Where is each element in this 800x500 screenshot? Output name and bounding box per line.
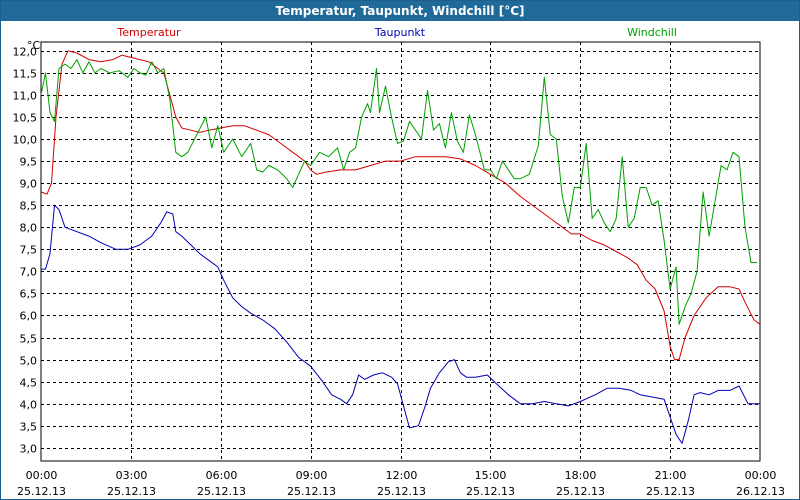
x-tick-date-label: 25.12.13 [197, 485, 246, 498]
series-lines [40, 50, 761, 444]
series-line-temperatur [40, 50, 761, 361]
x-tick-time-label: 03:00 [116, 469, 148, 482]
chart-title: Temperatur, Taupunkt, Windchill [°C] [1, 1, 799, 21]
y-tick-label: 9,0 [20, 178, 38, 191]
plot-area-frame [40, 41, 761, 462]
y-tick-label: 6,0 [20, 310, 38, 323]
y-tick-label: 3,5 [20, 421, 38, 434]
legend-label-temperatur: Temperatur [116, 26, 181, 39]
legend-label-taupunkt: Taupunkt [374, 26, 426, 39]
y-tick-label: 6,5 [20, 288, 38, 301]
y-tick-label: 7,5 [20, 244, 38, 257]
y-tick-label: 7,0 [20, 266, 38, 279]
x-tick-time-label: 12:00 [386, 469, 418, 482]
x-tick-date-label: 25.12.13 [466, 485, 515, 498]
y-tick-label: 5,5 [20, 333, 38, 346]
legend: Temperatur Taupunkt Windchill [116, 26, 677, 39]
x-tick-time-label: 00:00 [26, 469, 58, 482]
y-tick-label: 8,5 [20, 200, 38, 213]
series-line-windchill [40, 59, 757, 325]
y-tick-label: 4,5 [20, 377, 38, 390]
x-tick-date-label: 25.12.13 [646, 485, 695, 498]
x-tick-date-label: 25.12.13 [17, 485, 66, 498]
y-tick-label: 8,0 [20, 222, 38, 235]
x-tick-date-label: 25.12.13 [107, 485, 156, 498]
x-tick-time-label: 15:00 [475, 469, 507, 482]
x-tick-time-label: 06:00 [206, 469, 238, 482]
y-tick-label: 5,0 [20, 355, 38, 368]
grid-lines [41, 42, 760, 461]
x-tick-time-label: 18:00 [565, 469, 597, 482]
x-tick-date-label: 26.12.13 [736, 485, 785, 498]
y-tick-label: 9,5 [20, 156, 38, 169]
y-axis-unit-label: °C [27, 39, 41, 52]
y-tick-label: 11,0 [13, 90, 38, 103]
y-tick-label: 3,0 [20, 443, 38, 456]
legend-label-windchill: Windchill [627, 26, 677, 39]
y-tick-label: 10,5 [13, 112, 38, 125]
axis-labels: °C 3,0 3,5 4,0 4,5 5,0 5,5 6,0 6,5 7,0 7,5 8,0 8,5 9… [13, 39, 785, 498]
x-tick-date-label: 25.12.13 [377, 485, 426, 498]
x-tick-date-label: 25.12.13 [287, 485, 336, 498]
y-tick-label: 11,5 [13, 68, 38, 81]
x-tick-time-label: 21:00 [655, 469, 687, 482]
series-line-taupunkt [41, 204, 760, 444]
y-tick-label: 10,0 [13, 134, 38, 147]
x-tick-time-label: 09:00 [296, 469, 328, 482]
x-tick-date-label: 25.12.13 [556, 485, 605, 498]
y-tick-label: 4,0 [20, 399, 38, 412]
x-tick-time-label: 00:00 [745, 469, 777, 482]
y-tick-label: 12,0 [13, 46, 38, 59]
